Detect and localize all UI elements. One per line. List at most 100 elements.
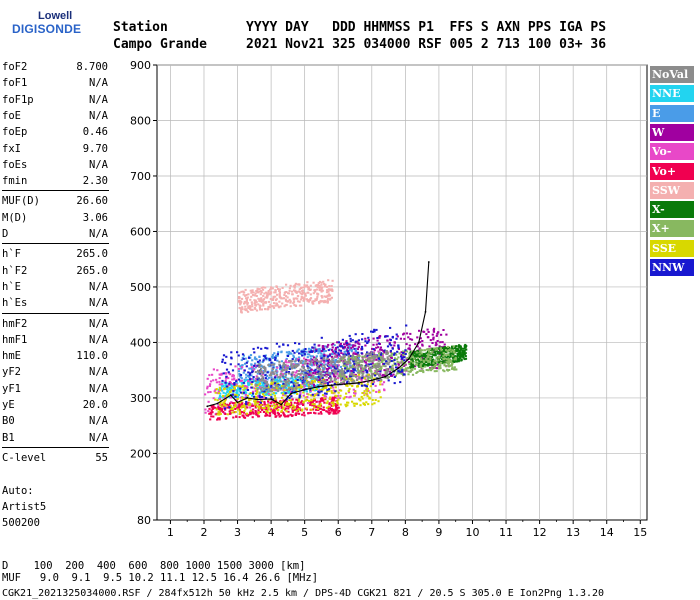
echo-point (451, 347, 454, 350)
echo-point (345, 392, 348, 395)
echo-point (314, 394, 317, 397)
echo-point (310, 370, 313, 373)
param-value: N/A (89, 297, 108, 310)
echo-point (243, 300, 246, 303)
echo-point (242, 357, 245, 360)
echo-point (445, 360, 448, 363)
echo-point (323, 374, 326, 377)
echo-point (306, 362, 309, 365)
echo-point (280, 405, 283, 408)
echo-point (301, 289, 304, 292)
echo-point (337, 353, 341, 356)
y-tick-label: 600 (130, 225, 151, 238)
echo-point (340, 345, 343, 348)
param-row: foF1 N/A (2, 75, 108, 91)
echo-point (365, 356, 368, 359)
echo-point (326, 368, 329, 371)
echo-point (262, 359, 265, 362)
echo-point (299, 384, 302, 387)
echo-point (301, 350, 305, 353)
echo-point (288, 390, 291, 393)
echo-point (326, 355, 329, 358)
echo-point (351, 366, 354, 368)
echo-point (324, 384, 327, 387)
echo-point (229, 383, 233, 386)
echo-point (323, 394, 326, 397)
echo-point (410, 364, 413, 367)
echo-point (248, 355, 251, 358)
echo-point (293, 367, 296, 370)
echo-point (280, 360, 284, 363)
echo-point (400, 372, 403, 375)
echo-point (256, 364, 259, 367)
param-label: hmE (2, 350, 21, 363)
echo-point (265, 375, 269, 378)
echo-point (357, 339, 360, 342)
echo-point (444, 354, 447, 357)
echo-point (304, 348, 307, 350)
echo-point (397, 348, 400, 350)
echo-point (282, 386, 285, 389)
echo-point (269, 298, 272, 300)
echo-point (363, 394, 366, 397)
echo-point (336, 365, 339, 368)
echo-point (285, 415, 288, 418)
echo-point (422, 371, 425, 374)
echo-point (293, 405, 296, 408)
echo-point (294, 363, 297, 366)
echo-point (339, 342, 342, 345)
echo-point (401, 370, 404, 373)
echo-point (308, 385, 311, 388)
echo-point (456, 352, 459, 355)
echo-point (319, 403, 322, 406)
echo-point (334, 359, 338, 361)
echo-point (214, 388, 217, 391)
echo-point (354, 333, 357, 336)
echo-point (320, 287, 323, 290)
echo-point (288, 360, 291, 362)
echo-point (295, 291, 298, 294)
echo-point (429, 363, 432, 366)
echo-point (334, 371, 337, 374)
echo-point (313, 377, 316, 380)
echo-point (353, 373, 356, 376)
echo-point (242, 381, 245, 384)
echo-point (378, 355, 381, 358)
echo-point (318, 391, 321, 394)
echo-point (273, 403, 276, 406)
echo-point (281, 396, 284, 399)
echo-point (284, 361, 287, 363)
echo-point (282, 399, 285, 402)
echo-point (267, 300, 270, 303)
echo-point (268, 365, 271, 368)
echo-point (314, 357, 317, 360)
logo-lowell: Lowell (38, 10, 73, 22)
echo-point (263, 292, 266, 295)
echo-point (234, 408, 237, 410)
echo-point (276, 353, 279, 356)
echo-point (382, 373, 385, 376)
echo-point (272, 306, 276, 309)
echo-point (240, 377, 243, 380)
echo-point (320, 295, 323, 297)
echo-point (266, 371, 269, 374)
echo-point (447, 362, 450, 364)
echo-point (456, 347, 459, 350)
echo-point (241, 364, 244, 367)
echo-point (379, 383, 382, 386)
echo-point (386, 377, 389, 380)
echo-point (283, 297, 286, 300)
echo-point (216, 392, 219, 395)
echo-point (236, 406, 239, 409)
echo-point (245, 379, 248, 382)
echo-point (350, 344, 353, 347)
echo-point (221, 395, 225, 398)
echo-point (210, 412, 213, 415)
param-value: N/A (89, 431, 108, 444)
echo-point (349, 395, 352, 398)
echo-point (353, 380, 356, 383)
echo-point (245, 412, 249, 415)
param-row: h`Es N/A (2, 295, 108, 311)
echo-point (330, 377, 333, 380)
echo-point (356, 358, 359, 361)
